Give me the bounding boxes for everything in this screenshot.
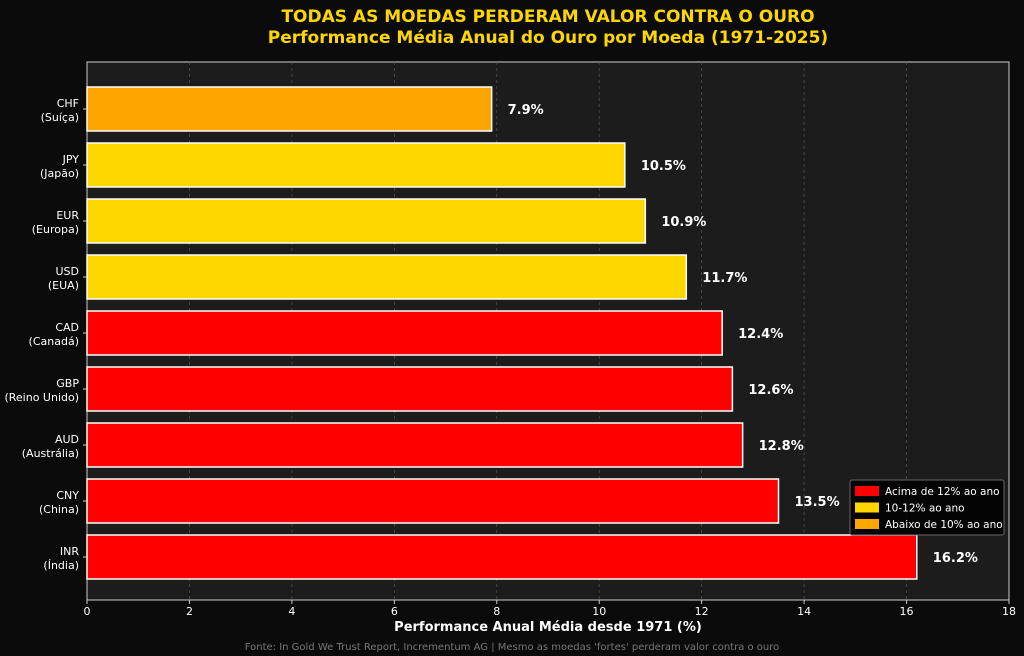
value-label: 12.4% [738, 327, 783, 342]
value-label: 11.7% [702, 271, 747, 286]
y-tick-label-name: (Suíça) [41, 111, 79, 124]
y-tick-label-code: EUR [56, 209, 79, 222]
y-tick-label-name: (China) [39, 503, 79, 516]
bar-cad [86, 310, 723, 356]
y-tick-label-name: (EUA) [48, 279, 79, 292]
bar-cny [86, 478, 780, 524]
y-tick-label-code: CNY [56, 489, 79, 502]
y-tick-label-name: (Japão) [40, 167, 79, 180]
x-axis-label: Performance Anual Média desde 1971 (%) [394, 620, 702, 635]
source-note: Fonte: In Gold We Trust Report, Incremen… [245, 642, 780, 653]
legend-label: Acima de 12% ao ano [885, 486, 1000, 498]
bar-chf [86, 86, 493, 132]
y-tick-label-name: (Reino Unido) [4, 391, 79, 404]
y-tick-label-name: (Austrália) [22, 447, 79, 460]
x-tick-label: 10 [592, 605, 606, 618]
y-tick-label-code: GBP [56, 377, 79, 390]
legend-swatch [855, 502, 879, 513]
x-tick-label: 14 [797, 605, 811, 618]
y-tick-label-name: (Europa) [32, 223, 79, 236]
x-tick-label: 0 [84, 605, 91, 618]
bar-aud [86, 422, 744, 468]
y-tick-label-code: USD [55, 265, 79, 278]
legend-label: Abaixo de 10% ao ano [885, 519, 1003, 531]
bar-usd [86, 254, 688, 300]
legend-swatch [855, 519, 879, 529]
value-label: 13.5% [795, 495, 840, 510]
legend-box [849, 479, 1005, 536]
x-tick-label: 2 [186, 605, 193, 618]
value-label: 10.5% [641, 159, 686, 174]
value-label: 16.2% [933, 551, 978, 566]
bar-gbp [86, 366, 734, 412]
y-tick-label-code: INR [60, 545, 79, 558]
y-tick-label-code: JPY [62, 153, 80, 166]
y-tick-label-name: (Canadá) [29, 335, 79, 348]
x-tick-label: 4 [288, 605, 295, 618]
y-tick-label-code: CAD [55, 321, 79, 334]
legend-swatch [855, 486, 879, 496]
x-tick-label: 6 [391, 605, 398, 618]
x-tick-label: 12 [695, 605, 709, 618]
chart-title: TODAS AS MOEDAS PERDERAM VALOR CONTRA O … [281, 7, 814, 27]
chart-subtitle: Performance Média Anual do Ouro por Moed… [268, 28, 828, 48]
y-tick-label-code: AUD [55, 433, 79, 446]
value-label: 10.9% [661, 215, 706, 230]
x-tick-label: 16 [900, 605, 914, 618]
bar-jpy [86, 142, 626, 188]
bar-inr [86, 534, 918, 580]
x-tick-label: 18 [1002, 605, 1016, 618]
x-tick-label: 8 [493, 605, 500, 618]
value-label: 7.9% [508, 103, 544, 118]
legend: Acima de 12% ao ano 10-12% ao ano Abaixo d… [849, 479, 1005, 536]
y-tick-label-name: (Índia) [43, 559, 79, 572]
legend-label: 10-12% ao ano [885, 503, 965, 515]
value-label: 12.8% [759, 439, 804, 454]
bar-eur [86, 198, 647, 244]
value-label: 12.6% [748, 383, 793, 398]
y-tick-label-code: CHF [57, 97, 79, 110]
